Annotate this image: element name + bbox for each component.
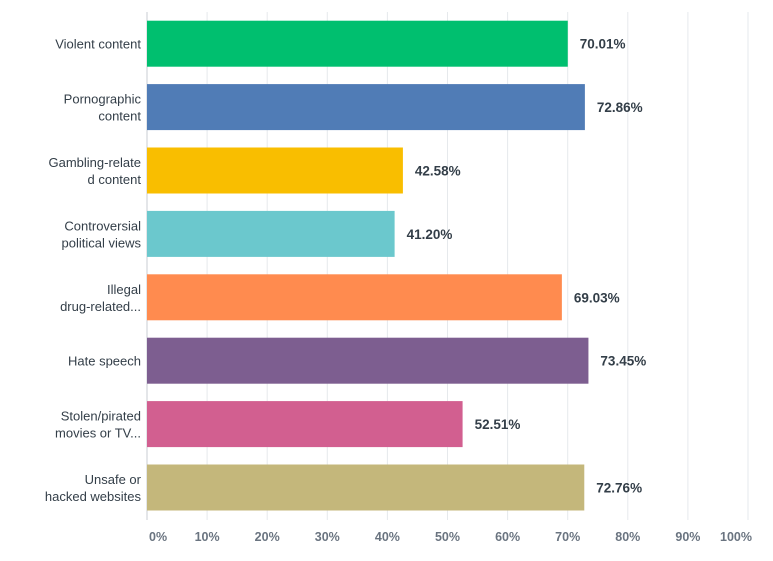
- data-label: 70.01%: [580, 37, 626, 52]
- tick-label: 90%: [675, 530, 700, 544]
- category-label: Unsafe or hacked websites: [45, 472, 142, 504]
- bar: [147, 464, 585, 511]
- data-label: 42.58%: [415, 164, 461, 179]
- value-labels: 70.01% 72.86% 42.58% 41.20% 69.03% 73.45% 52.5…: [407, 37, 647, 496]
- bar: [147, 20, 568, 67]
- category-labels: Violent content Pornographic content Gambli…: [45, 37, 142, 504]
- data-label: 52.51%: [475, 417, 521, 432]
- category-label: Violent content: [55, 37, 141, 52]
- tick-label: 30%: [315, 530, 340, 544]
- tick-label: 80%: [615, 530, 640, 544]
- data-label: 73.45%: [600, 354, 646, 369]
- data-label: 72.86%: [597, 100, 643, 115]
- data-label: 72.76%: [596, 481, 642, 496]
- x-axis-ticks: 0% 10% 20% 30% 40% 50% 60% 70% 80% 90% 100%: [149, 530, 752, 544]
- category-label: Hate speech: [68, 354, 141, 369]
- tick-label: 0%: [149, 530, 167, 544]
- bar: [147, 401, 463, 448]
- tick-label: 60%: [495, 530, 520, 544]
- category-label: Controversial political views: [62, 218, 142, 250]
- tick-label: 50%: [435, 530, 460, 544]
- category-label: Pornographic content: [64, 92, 142, 124]
- category-label: Stolen/pirated movies or TV...: [55, 409, 141, 441]
- bar: [147, 337, 589, 384]
- tick-label: 10%: [195, 530, 220, 544]
- bars: [147, 20, 589, 511]
- tick-label: 20%: [255, 530, 280, 544]
- tick-label: 70%: [555, 530, 580, 544]
- bar: [147, 274, 562, 321]
- category-label: Gambling-relate d content: [49, 155, 142, 187]
- bar: [147, 147, 403, 194]
- category-label: Illegal drug-related...: [60, 282, 141, 314]
- bar: [147, 84, 585, 131]
- data-label: 41.20%: [407, 227, 453, 242]
- tick-label: 40%: [375, 530, 400, 544]
- bar: [147, 210, 395, 257]
- tick-label: 100%: [720, 530, 752, 544]
- data-label: 69.03%: [574, 290, 620, 305]
